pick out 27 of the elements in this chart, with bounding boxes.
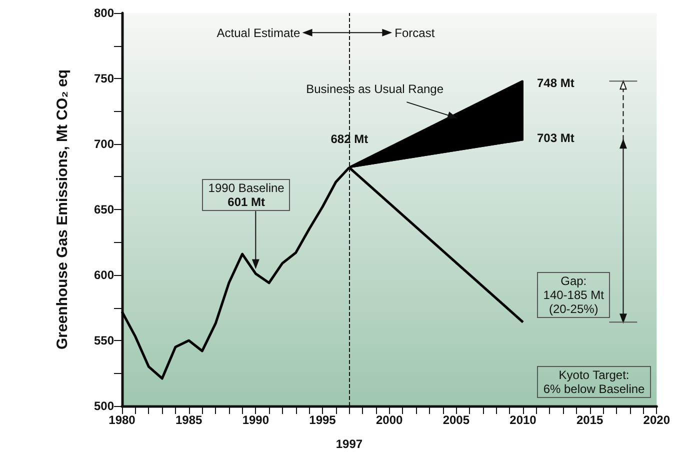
x-tick-label: 2020 [643, 413, 670, 427]
x-tick-label: 2015 [576, 413, 604, 427]
annotation: 682 Mt [330, 132, 368, 146]
x-tick-label: 2000 [376, 413, 403, 427]
x-tick-label: 2005 [442, 413, 470, 427]
x-tick-label: 1995 [309, 413, 336, 427]
ref-line-label: 1997 [336, 437, 363, 451]
y-tick-label: 800 [94, 6, 114, 20]
annotation: 703 Mt [536, 131, 574, 146]
y-tick-label: 600 [94, 268, 114, 282]
y-axis-title: Greenhouse Gas Emissions, Mt CO₂ eq [54, 69, 71, 350]
x-tick-label: 2010 [510, 413, 537, 427]
annotation: Actual Estimate [216, 26, 300, 40]
annotation: 1990 Baseline 601 Mt [208, 181, 284, 210]
y-tick-label: 750 [94, 72, 114, 86]
x-tick-label: 1980 [108, 413, 136, 427]
y-tick-label: 650 [94, 202, 114, 216]
annotation: 748 Mt [536, 76, 574, 90]
annotation: Forcast [394, 26, 435, 40]
y-tick-label: 500 [94, 399, 114, 413]
annotation: Gap: 140-185 Mt (20-25%) [543, 274, 604, 316]
y-tick-label: 700 [94, 137, 114, 151]
annotation: Kyoto Target: 6% below Baseline [543, 368, 645, 396]
annotation: Business as Usual Range [306, 82, 444, 96]
y-tick-label: 550 [94, 334, 114, 348]
x-tick-label: 1985 [175, 413, 202, 427]
x-tick-label: 1990 [242, 413, 270, 427]
